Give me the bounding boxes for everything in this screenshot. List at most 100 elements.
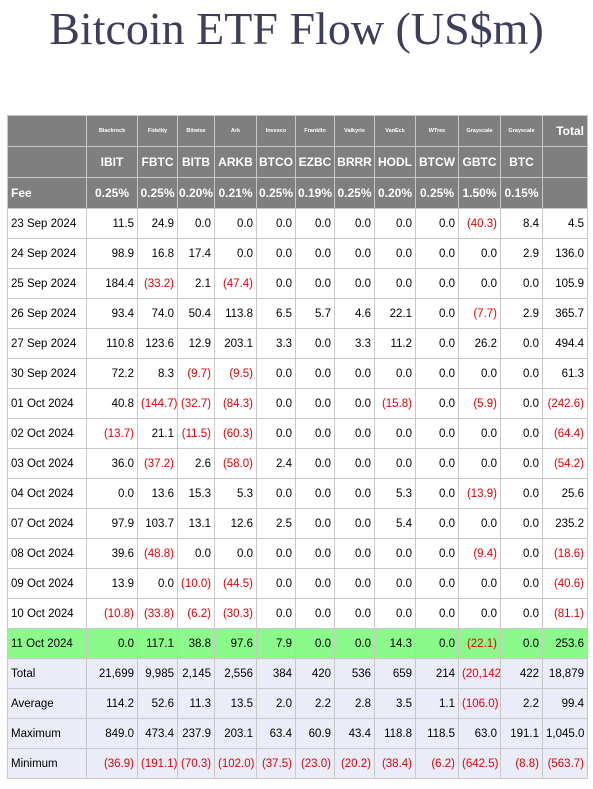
fee-row: Fee 0.25% 0.25% 0.20% 0.21% 0.25% 0.19% 0.25% 0.…: [7, 177, 588, 209]
flow-value: (33.2): [137, 268, 178, 299]
flow-value: 0.0: [374, 268, 416, 299]
summary-value: (106.0): [458, 688, 501, 719]
date-cell: 23 Sep 2024: [7, 208, 87, 239]
flow-value: (9.7): [177, 358, 215, 389]
flow-value: 0.0: [374, 448, 416, 479]
ticker-header-row: IBIT FBTC BITB ARKB BTCO EZBC BRRR HODL BTCW GBTC…: [7, 146, 588, 178]
flow-value: 0.0: [415, 208, 459, 239]
flow-value: 0.0: [500, 478, 543, 509]
flow-value: 2.5: [256, 508, 296, 539]
summary-value: (642.5): [458, 748, 501, 779]
flow-value: (37.2): [137, 448, 178, 479]
fee-value: 0.20%: [374, 177, 416, 209]
row-total: (18.6): [542, 538, 588, 569]
summary-value: 114.2: [86, 688, 138, 719]
issuer-label: VanEck: [374, 115, 416, 147]
flow-value: 0.0: [214, 238, 257, 269]
flow-value: 13.6: [137, 478, 178, 509]
table-row: 09 Oct 2024 13.9 0.0 (10.0) (44.5) 0.0 0.0 0.0 0…: [7, 568, 588, 599]
summary-value: 237.9: [177, 718, 215, 749]
flow-value: 93.4: [86, 298, 138, 329]
date-cell: 26 Sep 2024: [7, 298, 87, 329]
summary-row: Maximum 849.0 473.4 237.9 203.1 63.4 60.9 43.4 1…: [7, 718, 588, 749]
date-cell: 30 Sep 2024: [7, 358, 87, 389]
summary-total: 1,045.0: [542, 718, 588, 749]
summary-row: Minimum (36.9) (191.1) (70.3) (102.0) (37.5)(…: [7, 748, 588, 779]
flow-value: 0.0: [295, 628, 335, 659]
flow-value: 0.0: [177, 208, 215, 239]
summary-value: 473.4: [137, 718, 178, 749]
date-cell: 27 Sep 2024: [7, 328, 87, 359]
table-row: 02 Oct 2024 (13.7) 21.1 (11.5) (60.3) 0.0 0.0 0…: [7, 418, 588, 449]
flow-value: 8.4: [500, 208, 543, 239]
flow-value: 0.0: [458, 238, 501, 269]
date-cell: 07 Oct 2024: [7, 508, 87, 539]
flow-value: (40.3): [458, 208, 501, 239]
flow-value: (10.0): [177, 568, 215, 599]
flow-value: 0.0: [295, 568, 335, 599]
summary-value: (8.8): [500, 748, 543, 779]
flow-value: 5.4: [374, 508, 416, 539]
summary-value: (36.9): [86, 748, 138, 779]
summary-row: Average 114.2 52.6 11.3 13.5 2.0 2.2 2.8 3.5 1.1(…: [7, 688, 588, 719]
summary-value: (6.2): [415, 748, 459, 779]
flow-value: 13.1: [177, 508, 215, 539]
table-row: 30 Sep 2024 72.2 8.3 (9.7) (9.5) 0.0 0.0 0.0 0.0…: [7, 358, 588, 389]
row-total: (81.1): [542, 598, 588, 629]
flow-value: (10.8): [86, 598, 138, 629]
summary-value: 1.1: [415, 688, 459, 719]
flow-value: 4.6: [334, 298, 375, 329]
summary-value: 2,556: [214, 658, 257, 689]
summary-value: 11.3: [177, 688, 215, 719]
flow-value: 0.0: [415, 478, 459, 509]
flow-value: 0.0: [334, 268, 375, 299]
ticker-label: HODL: [374, 146, 416, 178]
flow-value: (9.5): [214, 358, 257, 389]
flow-value: 0.0: [500, 328, 543, 359]
ticker-label: EZBC: [295, 146, 335, 178]
flow-value: 2.6: [177, 448, 215, 479]
row-total: 4.5: [542, 208, 588, 239]
flow-value: 38.8: [177, 628, 215, 659]
flow-value: 16.8: [137, 238, 178, 269]
summary-value: 384: [256, 658, 296, 689]
flow-value: 0.0: [334, 628, 375, 659]
date-cell: 11 Oct 2024: [7, 628, 87, 659]
flow-value: 0.0: [458, 448, 501, 479]
flow-value: 0.0: [415, 328, 459, 359]
flow-value: (13.9): [458, 478, 501, 509]
ticker-label: BITB: [177, 146, 215, 178]
flow-value: (144.7): [137, 388, 178, 419]
summary-value: 9,985: [137, 658, 178, 689]
row-total: 235.2: [542, 508, 588, 539]
table-row: 26 Sep 2024 93.4 74.0 50.4 113.8 6.5 5.7 4.6 22.…: [7, 298, 588, 329]
table-row: 07 Oct 2024 97.9 103.7 13.1 12.6 2.5 0.0 0.0 5.4…: [7, 508, 588, 539]
flow-value: 113.8: [214, 298, 257, 329]
flow-value: 0.0: [334, 418, 375, 449]
flow-value: 0.0: [334, 568, 375, 599]
summary-value: 63.4: [256, 718, 296, 749]
row-total: 61.3: [542, 358, 588, 389]
flow-value: 0.0: [415, 238, 459, 269]
flow-value: 39.6: [86, 538, 138, 569]
flow-value: 0.0: [214, 208, 257, 239]
flow-value: (5.9): [458, 388, 501, 419]
flow-value: 0.0: [415, 298, 459, 329]
summary-value: 118.5: [415, 718, 459, 749]
table-row: 24 Sep 2024 98.9 16.8 17.4 0.0 0.0 0.0 0.0 0.0 0.…: [7, 238, 588, 269]
flow-value: (9.4): [458, 538, 501, 569]
row-total: 136.0: [542, 238, 588, 269]
flow-value: 0.0: [458, 598, 501, 629]
flow-value: 97.6: [214, 628, 257, 659]
ticker-label: FBTC: [137, 146, 178, 178]
flow-value: (15.8): [374, 388, 416, 419]
flow-value: (44.5): [214, 568, 257, 599]
summary-value: (20,142): [458, 658, 501, 689]
flow-value: 0.0: [295, 268, 335, 299]
flow-value: 0.0: [334, 598, 375, 629]
flow-value: 72.2: [86, 358, 138, 389]
row-total: 253.6: [542, 628, 588, 659]
flow-value: 0.0: [334, 478, 375, 509]
issuer-label: WTree: [415, 115, 459, 147]
flow-value: 13.9: [86, 568, 138, 599]
